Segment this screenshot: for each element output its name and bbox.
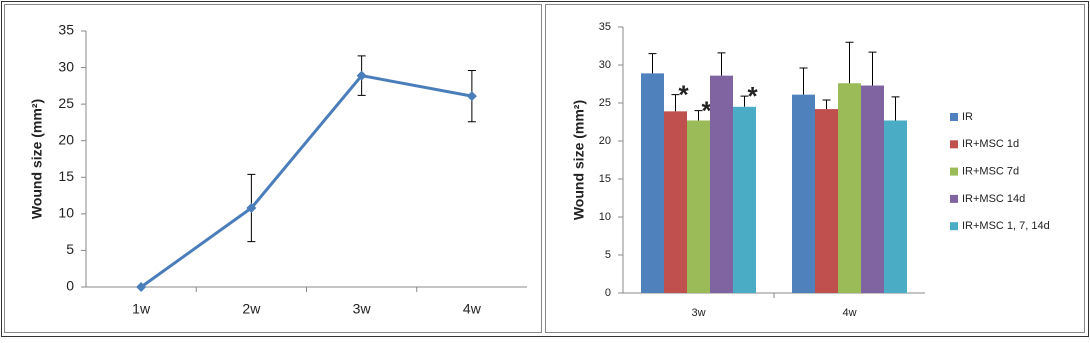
legend-swatch (950, 113, 958, 121)
legend-label: IR+MSC 14d (962, 193, 1025, 205)
error-bar (799, 67, 808, 95)
y-tick-label: 20 (58, 131, 74, 147)
significance-marker: * (678, 80, 689, 110)
bar (884, 120, 907, 293)
line (140, 73, 473, 289)
bar (861, 85, 884, 294)
marker (246, 203, 257, 214)
legend-label: IR+MSC 1, 7, 14d (962, 220, 1050, 232)
y-tick-label: 30 (599, 59, 611, 71)
x-tick-label: 3w (691, 307, 705, 319)
legend-swatch (950, 194, 958, 203)
y-axis-title: Wound size (mm²) (29, 99, 45, 219)
error-bar (740, 95, 749, 107)
x-tick-label: 2w (242, 301, 261, 317)
y-tick-label: 35 (58, 22, 74, 38)
marker (466, 91, 477, 102)
y-tick-label: 10 (599, 211, 611, 223)
panel-frame (545, 4, 1085, 333)
error-bar (891, 96, 900, 121)
bar (687, 120, 710, 293)
y-tick-label: 25 (599, 97, 611, 109)
error-bar (694, 110, 703, 121)
error-bar (868, 51, 877, 86)
legend-label: IR+MSC 1d (962, 138, 1019, 150)
marker (356, 70, 367, 81)
bar (815, 109, 838, 293)
x-tick-label: 4w (842, 307, 856, 319)
y-tick-label: 0 (66, 278, 74, 294)
legend-swatch (950, 167, 958, 176)
y-tick-label: 0 (605, 287, 611, 299)
bar (733, 106, 756, 293)
y-tick-label: 20 (599, 135, 611, 147)
legend-label: IR+MSC 7d (962, 166, 1019, 178)
x-tick-label: 1w (132, 301, 151, 317)
x-tick-label: 4w (463, 301, 482, 317)
significance-marker: * (747, 81, 758, 111)
legend-swatch (950, 140, 958, 149)
error-bar (671, 94, 680, 112)
error-bar (822, 99, 831, 110)
legend-label: IR (962, 111, 973, 123)
bar (792, 94, 815, 293)
bar (641, 73, 664, 293)
y-tick-label: 10 (58, 205, 74, 221)
marker (136, 282, 147, 292)
y-tick-label: 35 (599, 21, 611, 33)
y-tick-label: 15 (599, 173, 611, 185)
y-tick-label: 5 (66, 241, 74, 257)
error-bar (717, 52, 726, 76)
legend-swatch (950, 222, 958, 231)
significance-marker: * (701, 95, 712, 125)
bar (664, 111, 687, 293)
y-tick-label: 15 (58, 168, 74, 184)
bar (710, 75, 733, 293)
y-tick-label: 30 (58, 58, 74, 74)
panel-frame (4, 4, 542, 333)
x-tick-label: 3w (353, 301, 372, 317)
error-bar (845, 41, 854, 84)
y-tick-label: 25 (58, 95, 74, 111)
bar (838, 83, 861, 294)
error-bar (648, 53, 657, 74)
y-tick-label: 5 (605, 249, 611, 261)
outer-frame (1, 1, 1089, 337)
y-axis-title: Wound size (mm²) (571, 100, 587, 220)
